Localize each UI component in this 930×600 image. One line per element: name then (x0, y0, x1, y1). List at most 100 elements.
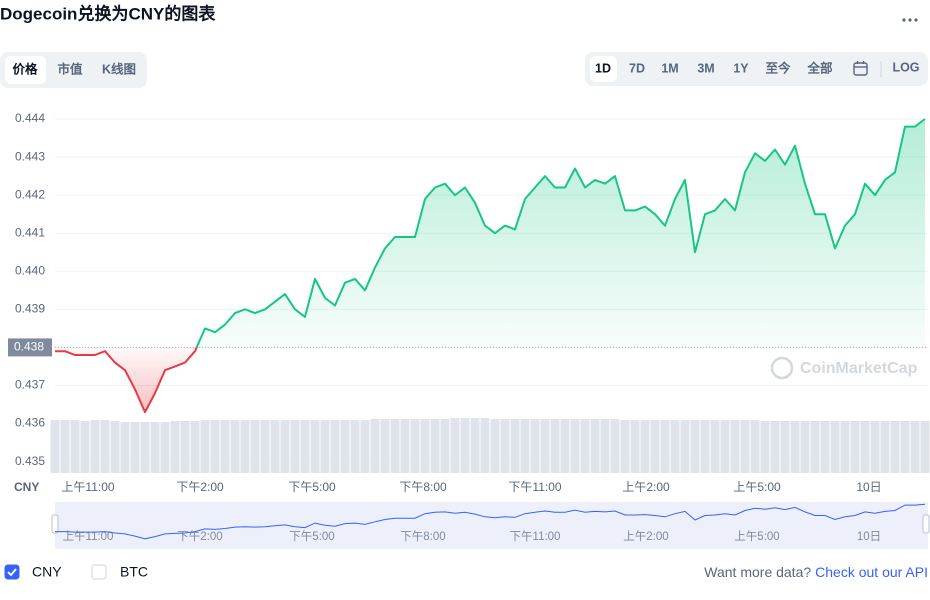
more-menu[interactable] (902, 18, 918, 22)
volume-bar (800, 420, 810, 473)
navigator-line (55, 503, 926, 540)
x-tick-label: 上午2:00 (622, 480, 670, 494)
range-button[interactable]: 1Y (733, 61, 749, 75)
volume-bar (740, 419, 750, 473)
volume-bar (60, 419, 70, 473)
volume-bar (240, 419, 250, 473)
range-button[interactable]: 3M (697, 61, 714, 75)
footer-text: Want more data? (704, 564, 811, 580)
volume-bar (270, 419, 280, 473)
volume-bar (280, 419, 290, 473)
volume-bar (150, 421, 160, 473)
volume-bar (750, 419, 760, 473)
volume-bar (100, 419, 110, 473)
volume-bar (830, 420, 840, 473)
x-tick-label: 10日 (856, 480, 881, 494)
range-button[interactable]: 全部 (806, 60, 833, 75)
calendar-icon[interactable] (853, 61, 868, 76)
volume-bar (400, 418, 410, 473)
volume-bar (600, 418, 610, 473)
volume-bar (910, 420, 920, 473)
y-tick-label: 0.440 (15, 263, 45, 277)
volume-bar (170, 420, 180, 473)
volume-bar (210, 419, 220, 473)
navigator-handle[interactable] (922, 514, 930, 534)
volume-bar (730, 419, 740, 473)
volume-bar (820, 420, 830, 473)
navigator-tick-label: 10日 (857, 531, 881, 543)
volume-bar (350, 419, 360, 473)
volume-bar (440, 418, 450, 473)
tab[interactable]: 市值 (57, 61, 83, 76)
navigator[interactable] (55, 502, 928, 549)
navigator-handle[interactable] (51, 514, 59, 534)
navigator-tick-label: 上午11:00 (63, 530, 114, 543)
tab[interactable]: K线图 (102, 61, 136, 76)
axis-unit: CNY (14, 480, 39, 494)
volume-bar (810, 420, 820, 473)
range-group (585, 52, 928, 86)
volume-bar (390, 418, 400, 473)
y-tick-label: 0.436 (15, 416, 45, 430)
volume-bar (680, 419, 690, 473)
x-tick-label: 下午8:00 (399, 480, 447, 494)
x-tick-label: 下午11:00 (508, 480, 561, 494)
volume-bar (420, 418, 430, 473)
range-button[interactable]: 7D (629, 61, 645, 75)
range-button[interactable]: 1M (661, 61, 678, 75)
x-tick-label: 上午11:00 (61, 480, 114, 494)
volume-bar (110, 420, 120, 473)
volume-bar (670, 419, 680, 473)
watermark: CoinMarketCap (770, 356, 918, 380)
x-tick-label: 上午5:00 (733, 480, 781, 494)
y-tick-label: 0.443 (15, 149, 45, 163)
volume-bar (310, 419, 320, 473)
volume-bar (70, 419, 80, 473)
range-active (590, 56, 617, 82)
volume-bar (480, 418, 490, 473)
volume-bar (880, 420, 890, 473)
volume-bar (550, 418, 560, 473)
volume-bar (640, 419, 650, 473)
range-button[interactable]: 至今 (765, 60, 791, 75)
volume-bar (130, 421, 140, 473)
volume-bar (530, 418, 540, 473)
volume-bar (570, 418, 580, 473)
y-tick-label: 0.435 (15, 454, 45, 468)
volume-bar (120, 421, 130, 473)
volume-bar (290, 419, 300, 473)
volume-bar (590, 418, 600, 473)
checkbox[interactable] (91, 564, 107, 580)
volume-bar (780, 420, 790, 473)
tab[interactable]: 价格 (12, 61, 38, 76)
volume-bar (250, 419, 260, 473)
volume-bar (260, 419, 270, 473)
y-tick-label: 0.442 (15, 187, 45, 201)
volume-bar (790, 420, 800, 473)
volume-bar (540, 418, 550, 473)
log-button[interactable]: LOG (892, 60, 919, 74)
footer-link[interactable]: Check out our API (815, 564, 928, 580)
navigator-tick-label: 下午2:00 (177, 530, 222, 543)
baseline-label-box (8, 338, 52, 357)
volume-bar (610, 418, 620, 473)
volume-bar (160, 421, 170, 473)
volume-bar (520, 418, 530, 473)
volume-bar (470, 418, 480, 473)
checkbox[interactable] (4, 564, 20, 580)
volume-bar (760, 420, 770, 473)
volume-bar (770, 420, 780, 473)
volume-bar (650, 419, 660, 473)
navigator-tick-label: 上午2:00 (623, 530, 668, 543)
volume-bar (220, 419, 230, 473)
volume-bar (870, 420, 880, 473)
volume-bar (710, 419, 720, 473)
volume-bar (180, 420, 190, 473)
volume-bar (920, 420, 930, 473)
volume-bar (330, 419, 340, 473)
volume-bar (140, 421, 150, 473)
volume-bar (190, 420, 200, 473)
range-button[interactable]: 1D (595, 61, 611, 75)
y-tick-label: 0.441 (15, 225, 45, 239)
check-mark (7, 568, 17, 577)
